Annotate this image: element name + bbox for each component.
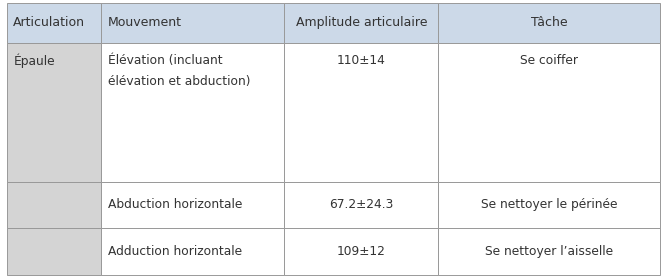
Bar [438,3,660,43]
Text: Se nettoyer l’aisselle: Se nettoyer l’aisselle [485,245,613,258]
Text: 110±14: 110±14 [337,54,386,67]
Bar [7,182,101,228]
Bar [7,3,101,43]
Bar [101,182,284,228]
Bar [101,43,284,182]
Text: Abduction horizontale: Abduction horizontale [108,198,243,212]
Bar [101,3,284,43]
Text: Tâche: Tâche [531,16,568,29]
Text: Se coiffer: Se coiffer [520,54,578,67]
Bar [438,182,660,228]
Bar [284,43,438,182]
Text: 109±12: 109±12 [337,245,386,258]
Text: Épaule: Épaule [13,54,55,68]
Text: élévation et abduction): élévation et abduction) [108,75,251,88]
Bar [438,43,660,182]
Text: Se nettoyer le périnée: Se nettoyer le périnée [481,198,618,212]
Bar [7,228,101,275]
Text: 67.2±24.3: 67.2±24.3 [329,198,394,212]
Bar [438,228,660,275]
Bar [284,3,438,43]
Text: Élévation (incluant: Élévation (incluant [108,54,223,67]
Bar [101,228,284,275]
Text: Mouvement: Mouvement [108,16,182,29]
Text: Amplitude articulaire: Amplitude articulaire [295,16,427,29]
Text: Articulation: Articulation [13,16,85,29]
Text: Adduction horizontale: Adduction horizontale [108,245,242,258]
Bar [7,43,101,182]
Bar [284,182,438,228]
Bar [284,228,438,275]
